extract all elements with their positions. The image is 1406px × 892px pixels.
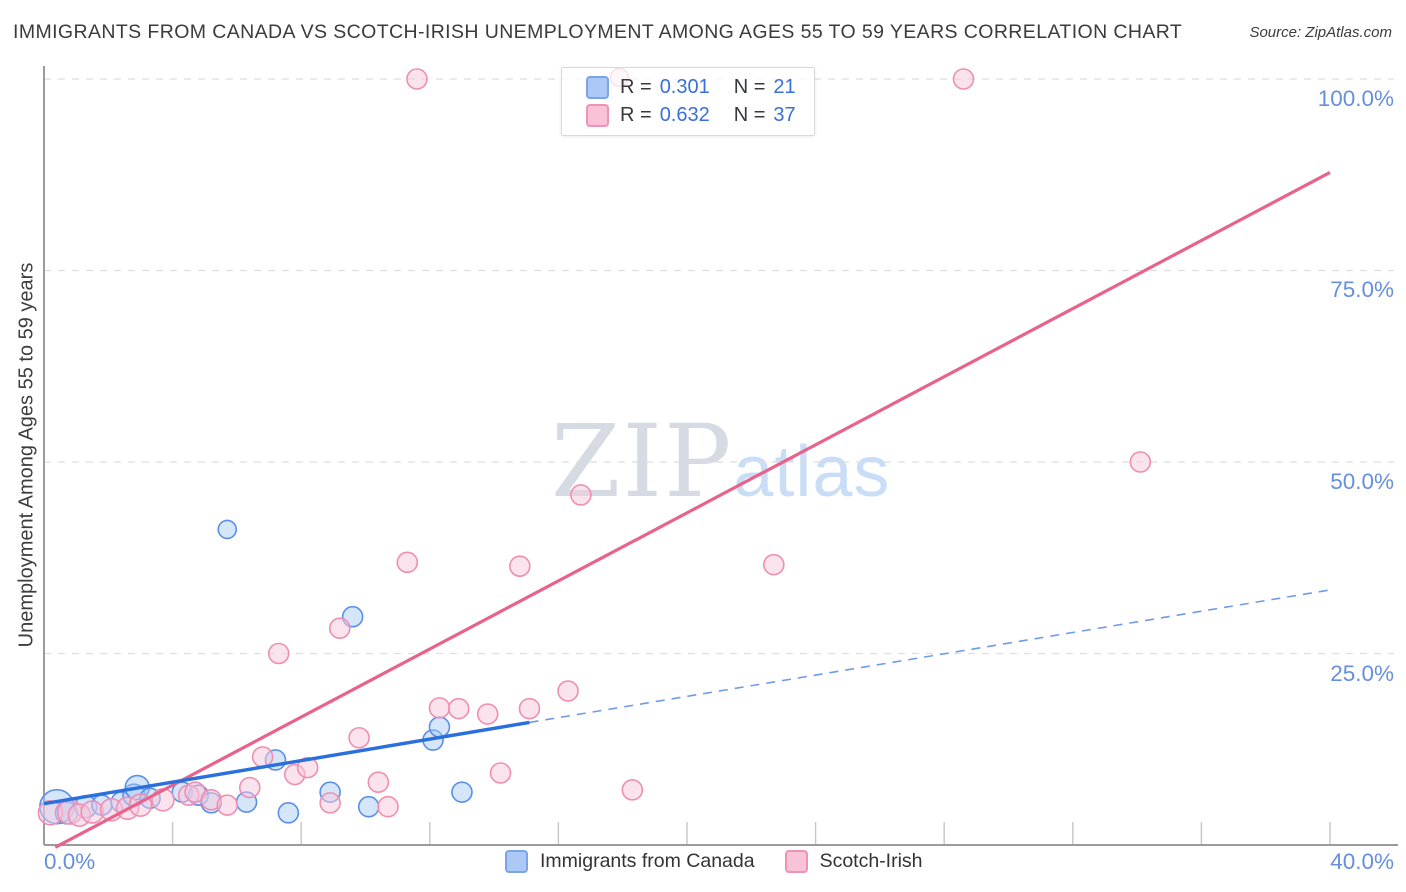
n-value: 37 [773, 104, 796, 126]
page-title: IMMIGRANTS FROM CANADA VS SCOTCH-IRISH U… [13, 21, 1183, 43]
canada-trend-line-dashed [529, 589, 1331, 724]
legend-row-scotch-irish: R = 0.632 N = 37 [586, 103, 802, 128]
canada-swatch-icon [586, 76, 609, 99]
x-min-label: 0.0% [44, 849, 96, 874]
scotch-irish-point[interactable] [428, 697, 451, 719]
x-max-label: 40.0% [1330, 849, 1394, 874]
scotch-irish-point[interactable] [267, 642, 290, 665]
scotch-irish-point[interactable] [406, 68, 428, 90]
canada-point[interactable] [451, 781, 473, 803]
legend-label-canada: Immigrants from Canada [540, 850, 755, 872]
scotch-irish-point[interactable] [396, 551, 419, 574]
scotch-irish-point[interactable] [216, 794, 239, 816]
canada-point[interactable] [217, 519, 238, 540]
y-tick-label-100: 100.0% [1317, 86, 1394, 111]
legend-item-scotch-irish: Scotch-Irish [784, 850, 923, 873]
n-label: N = [733, 104, 766, 126]
scotch-irish-point[interactable] [570, 484, 592, 506]
y-tick-label-25: 25.0% [1330, 661, 1394, 686]
scotch-irish-point[interactable] [348, 726, 370, 749]
scotch-irish-point[interactable] [447, 697, 470, 720]
scotch-irish-point[interactable] [319, 792, 341, 814]
scotch-irish-point[interactable] [476, 703, 499, 725]
r-value: 0.632 [659, 104, 710, 126]
scotch-irish-point[interactable] [489, 762, 512, 784]
n-value: 21 [773, 76, 796, 98]
scotch-irish-point[interactable] [367, 771, 390, 793]
scotch-irish-point[interactable] [763, 553, 785, 576]
scotch-irish-point[interactable] [251, 746, 274, 768]
correlation-legend-box: R = 0.301 N = 21 R = 0.632 N = 37 [561, 67, 815, 136]
scotch-irish-point[interactable] [328, 617, 351, 640]
scotch-irish-point[interactable] [296, 756, 319, 779]
y-tick-label-50: 50.0% [1330, 469, 1394, 494]
r-label: R = [620, 76, 652, 98]
scotch-irish-point[interactable] [952, 68, 975, 90]
scotch-irish-swatch-icon [784, 850, 808, 873]
series-legend: Immigrants from Canada Scotch-Irish [505, 850, 923, 873]
canada-swatch-icon [505, 850, 528, 873]
source-attribution: Source: ZipAtlas.com [1249, 24, 1392, 41]
scotch-irish-point[interactable] [151, 788, 175, 812]
canada-trend-line [43, 720, 530, 806]
canada-point[interactable] [277, 802, 300, 824]
scotch-irish-point[interactable] [509, 555, 531, 577]
scotch-irish-trend-line [54, 171, 1331, 849]
scotch-irish-point[interactable] [377, 795, 399, 818]
scotch-irish-point[interactable] [621, 779, 644, 801]
scotch-irish-point[interactable] [80, 800, 105, 824]
canada-point[interactable] [428, 716, 451, 738]
n-label: N = [733, 76, 766, 98]
r-label: R = [620, 104, 652, 126]
legend-label-scotch-irish: Scotch-Irish [819, 850, 923, 872]
r-value: 0.301 [659, 76, 710, 98]
canada-point[interactable] [357, 795, 380, 818]
legend-item-canada: Immigrants from Canada [505, 850, 755, 873]
scotch-irish-point[interactable] [238, 776, 261, 799]
scotch-irish-point[interactable] [518, 697, 541, 720]
scotch-irish-swatch-icon [586, 104, 609, 127]
scotch-irish-point[interactable] [557, 680, 579, 702]
scotch-irish-point[interactable] [1129, 451, 1152, 473]
y-tick-label-75: 75.0% [1330, 277, 1394, 302]
legend-row-canada: R = 0.301 N = 21 [586, 75, 802, 100]
